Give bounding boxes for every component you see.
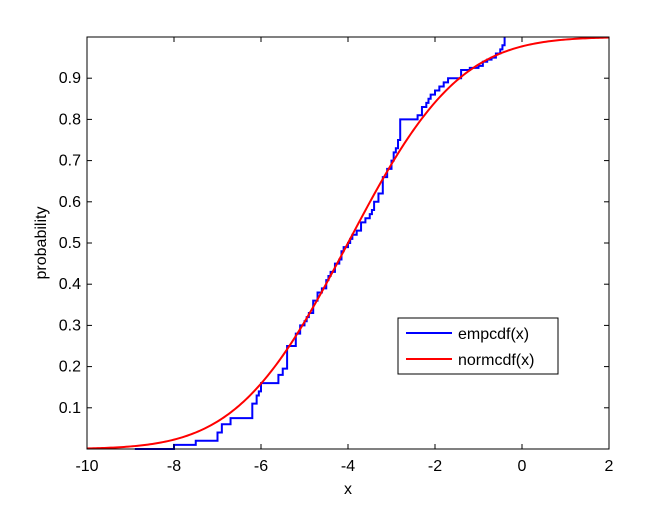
legend: empcdf(x) normcdf(x) [397,317,559,375]
ticks-layer: -10 -8 -6 -4 -2 0 2 0.1 0.2 0.3 0.4 0.5 0.6 0.7 0.8 0.9 [59,37,614,475]
y-tick-label: 0.3 [59,317,81,334]
y-tick-label: 0.8 [59,111,81,128]
x-tick-label: -8 [167,458,181,475]
x-tick-label: -10 [75,458,98,475]
x-tick-label: 2 [605,458,614,475]
y-tick-label: 0.6 [59,194,81,211]
x-tick-label: 0 [518,458,527,475]
legend-label-normcdf: normcdf(x) [458,352,534,369]
y-tick-label: 0.7 [59,153,81,170]
series-line-empcdf [134,37,506,450]
x-tick-label: -4 [341,458,355,475]
y-tick-label: 0.1 [59,400,81,417]
y-axis-label: probability [33,207,50,280]
y-tick-label: 0.5 [59,235,81,252]
legend-box [397,317,559,375]
y-tick-label: 0.9 [59,70,81,87]
x-tick-label: -2 [428,458,442,475]
y-tick-label: 0.2 [59,359,81,376]
x-tick-label: -6 [254,458,268,475]
legend-label-empcdf: empcdf(x) [458,326,529,343]
y-tick-label: 0.4 [59,276,81,293]
x-axis-label: x [344,481,352,498]
lines-layer [86,36,610,450]
series-line-normcdf [86,36,610,450]
